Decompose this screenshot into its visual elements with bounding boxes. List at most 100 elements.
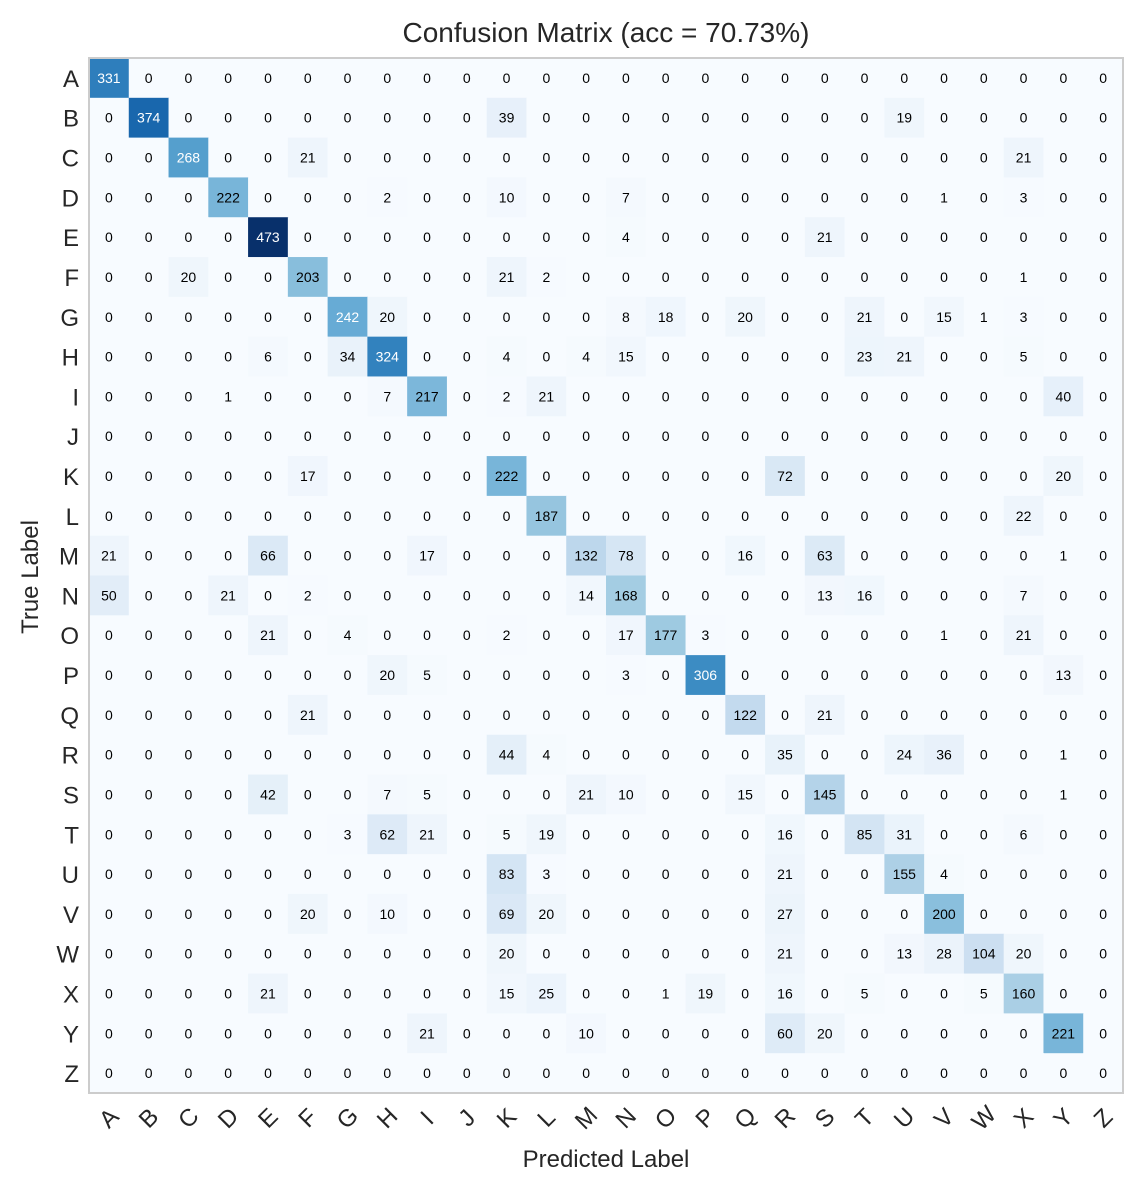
cell-value-label: 2 bbox=[383, 189, 391, 205]
heatmap-cell bbox=[486, 217, 528, 258]
cell-value-label: 0 bbox=[622, 468, 630, 484]
cell-value-label: 0 bbox=[542, 428, 550, 444]
cell-value-label: 0 bbox=[304, 786, 312, 802]
cell-value-label: 0 bbox=[224, 349, 232, 365]
heatmap-cell bbox=[1083, 655, 1124, 696]
heatmap-cell bbox=[804, 336, 846, 378]
cell-value-label: 6 bbox=[1020, 826, 1028, 842]
cell-value-label: 0 bbox=[980, 189, 988, 205]
heatmap-cell bbox=[725, 694, 766, 736]
heatmap-cell bbox=[1003, 376, 1045, 417]
cell-value-label: 0 bbox=[980, 269, 988, 285]
cell-value-label: 0 bbox=[821, 150, 829, 166]
heatmap-cell bbox=[844, 893, 885, 935]
heatmap-cell bbox=[924, 854, 965, 895]
cell-value-label: 0 bbox=[503, 1025, 511, 1041]
cell-value-label: 0 bbox=[383, 110, 391, 126]
cell-value-label: 0 bbox=[980, 707, 988, 723]
heatmap-cell bbox=[606, 774, 647, 815]
cell-value-label: 1 bbox=[1059, 747, 1067, 763]
cell-value-label: 0 bbox=[741, 189, 749, 205]
heatmap-cell bbox=[566, 177, 607, 218]
heatmap-cell bbox=[1083, 58, 1124, 99]
heatmap-cell bbox=[804, 495, 846, 537]
cell-value-label: 0 bbox=[185, 1065, 193, 1081]
heatmap-cell bbox=[685, 416, 726, 457]
cell-value-label: 0 bbox=[145, 1065, 153, 1081]
cell-value-label: 36 bbox=[936, 747, 952, 763]
cell-value-label: 122 bbox=[734, 707, 758, 723]
cell-value-label: 0 bbox=[224, 428, 232, 444]
heatmap-cell bbox=[168, 933, 209, 975]
cell-value-label: 21 bbox=[300, 150, 316, 166]
cell-value-label: 0 bbox=[423, 866, 431, 882]
heatmap-cell bbox=[1003, 774, 1045, 815]
cell-value-label: 34 bbox=[340, 349, 356, 365]
heatmap-cell bbox=[486, 456, 528, 497]
cell-value-label: 0 bbox=[542, 548, 550, 564]
cell-value-label: 0 bbox=[145, 627, 153, 643]
cell-value-label: 0 bbox=[503, 548, 511, 564]
cell-value-label: 0 bbox=[662, 229, 670, 245]
cell-value-label: 0 bbox=[980, 150, 988, 166]
heatmap-cell bbox=[566, 416, 607, 457]
heatmap-cell bbox=[248, 973, 289, 1014]
cell-value-label: 0 bbox=[1020, 1025, 1028, 1041]
cell-value-label: 0 bbox=[542, 1065, 550, 1081]
heatmap-cell bbox=[606, 177, 647, 218]
heatmap-cell bbox=[248, 814, 289, 855]
heatmap-cell bbox=[168, 495, 209, 537]
cell-value-label: 0 bbox=[1020, 1065, 1028, 1081]
cell-value-label: 0 bbox=[224, 1065, 232, 1081]
cell-value-label: 0 bbox=[821, 627, 829, 643]
heatmap-cell bbox=[765, 257, 806, 298]
heatmap-cell bbox=[446, 694, 488, 736]
heatmap-cell bbox=[924, 694, 965, 736]
heatmap-cell bbox=[526, 137, 567, 179]
heatmap-cell bbox=[804, 137, 846, 179]
cell-value-label: 0 bbox=[622, 707, 630, 723]
cell-value-label: 0 bbox=[702, 1025, 710, 1041]
cell-value-label: 0 bbox=[980, 110, 988, 126]
heatmap-cell bbox=[725, 1013, 766, 1054]
heatmap-cell bbox=[963, 734, 1005, 776]
x-tick-label: U bbox=[889, 1103, 920, 1134]
cell-value-label: 20 bbox=[379, 667, 395, 683]
cell-value-label: 0 bbox=[463, 110, 471, 126]
cell-value-label: 0 bbox=[344, 388, 352, 404]
cell-value-label: 20 bbox=[379, 309, 395, 325]
heatmap-cell bbox=[168, 973, 209, 1014]
heatmap-cell bbox=[446, 774, 488, 815]
heatmap-cell bbox=[446, 177, 488, 218]
x-tick-label: G bbox=[332, 1102, 364, 1134]
cell-value-label: 0 bbox=[662, 1025, 670, 1041]
heatmap-cell bbox=[804, 694, 846, 736]
cell-value-label: 0 bbox=[1059, 150, 1067, 166]
cell-value-label: 0 bbox=[702, 707, 710, 723]
heatmap-cell bbox=[804, 58, 846, 99]
cell-value-label: 0 bbox=[304, 1065, 312, 1081]
cell-value-label: 104 bbox=[972, 946, 996, 962]
cell-value-label: 0 bbox=[105, 349, 113, 365]
cell-value-label: 0 bbox=[503, 587, 511, 603]
cell-value-label: 0 bbox=[1059, 707, 1067, 723]
cell-value-label: 0 bbox=[940, 508, 948, 524]
heatmap-cell bbox=[486, 774, 528, 815]
heatmap-cell bbox=[287, 376, 329, 417]
heatmap-cell bbox=[1043, 854, 1084, 895]
heatmap-cell bbox=[804, 973, 846, 1014]
cell-value-label: 0 bbox=[383, 707, 391, 723]
heatmap-cell bbox=[566, 615, 607, 656]
heatmap-cell bbox=[168, 58, 209, 99]
heatmap-cell bbox=[924, 137, 965, 179]
heatmap-cell bbox=[287, 137, 329, 179]
cell-value-label: 0 bbox=[304, 946, 312, 962]
heatmap-cell bbox=[327, 376, 368, 417]
cell-value-label: 0 bbox=[861, 150, 869, 166]
cell-value-label: 0 bbox=[264, 1025, 272, 1041]
cell-value-label: 0 bbox=[1059, 985, 1067, 1001]
heatmap-cell bbox=[208, 854, 249, 895]
heatmap-cell bbox=[486, 296, 528, 338]
cell-value-label: 0 bbox=[900, 1065, 908, 1081]
heatmap-cell bbox=[89, 1013, 130, 1054]
